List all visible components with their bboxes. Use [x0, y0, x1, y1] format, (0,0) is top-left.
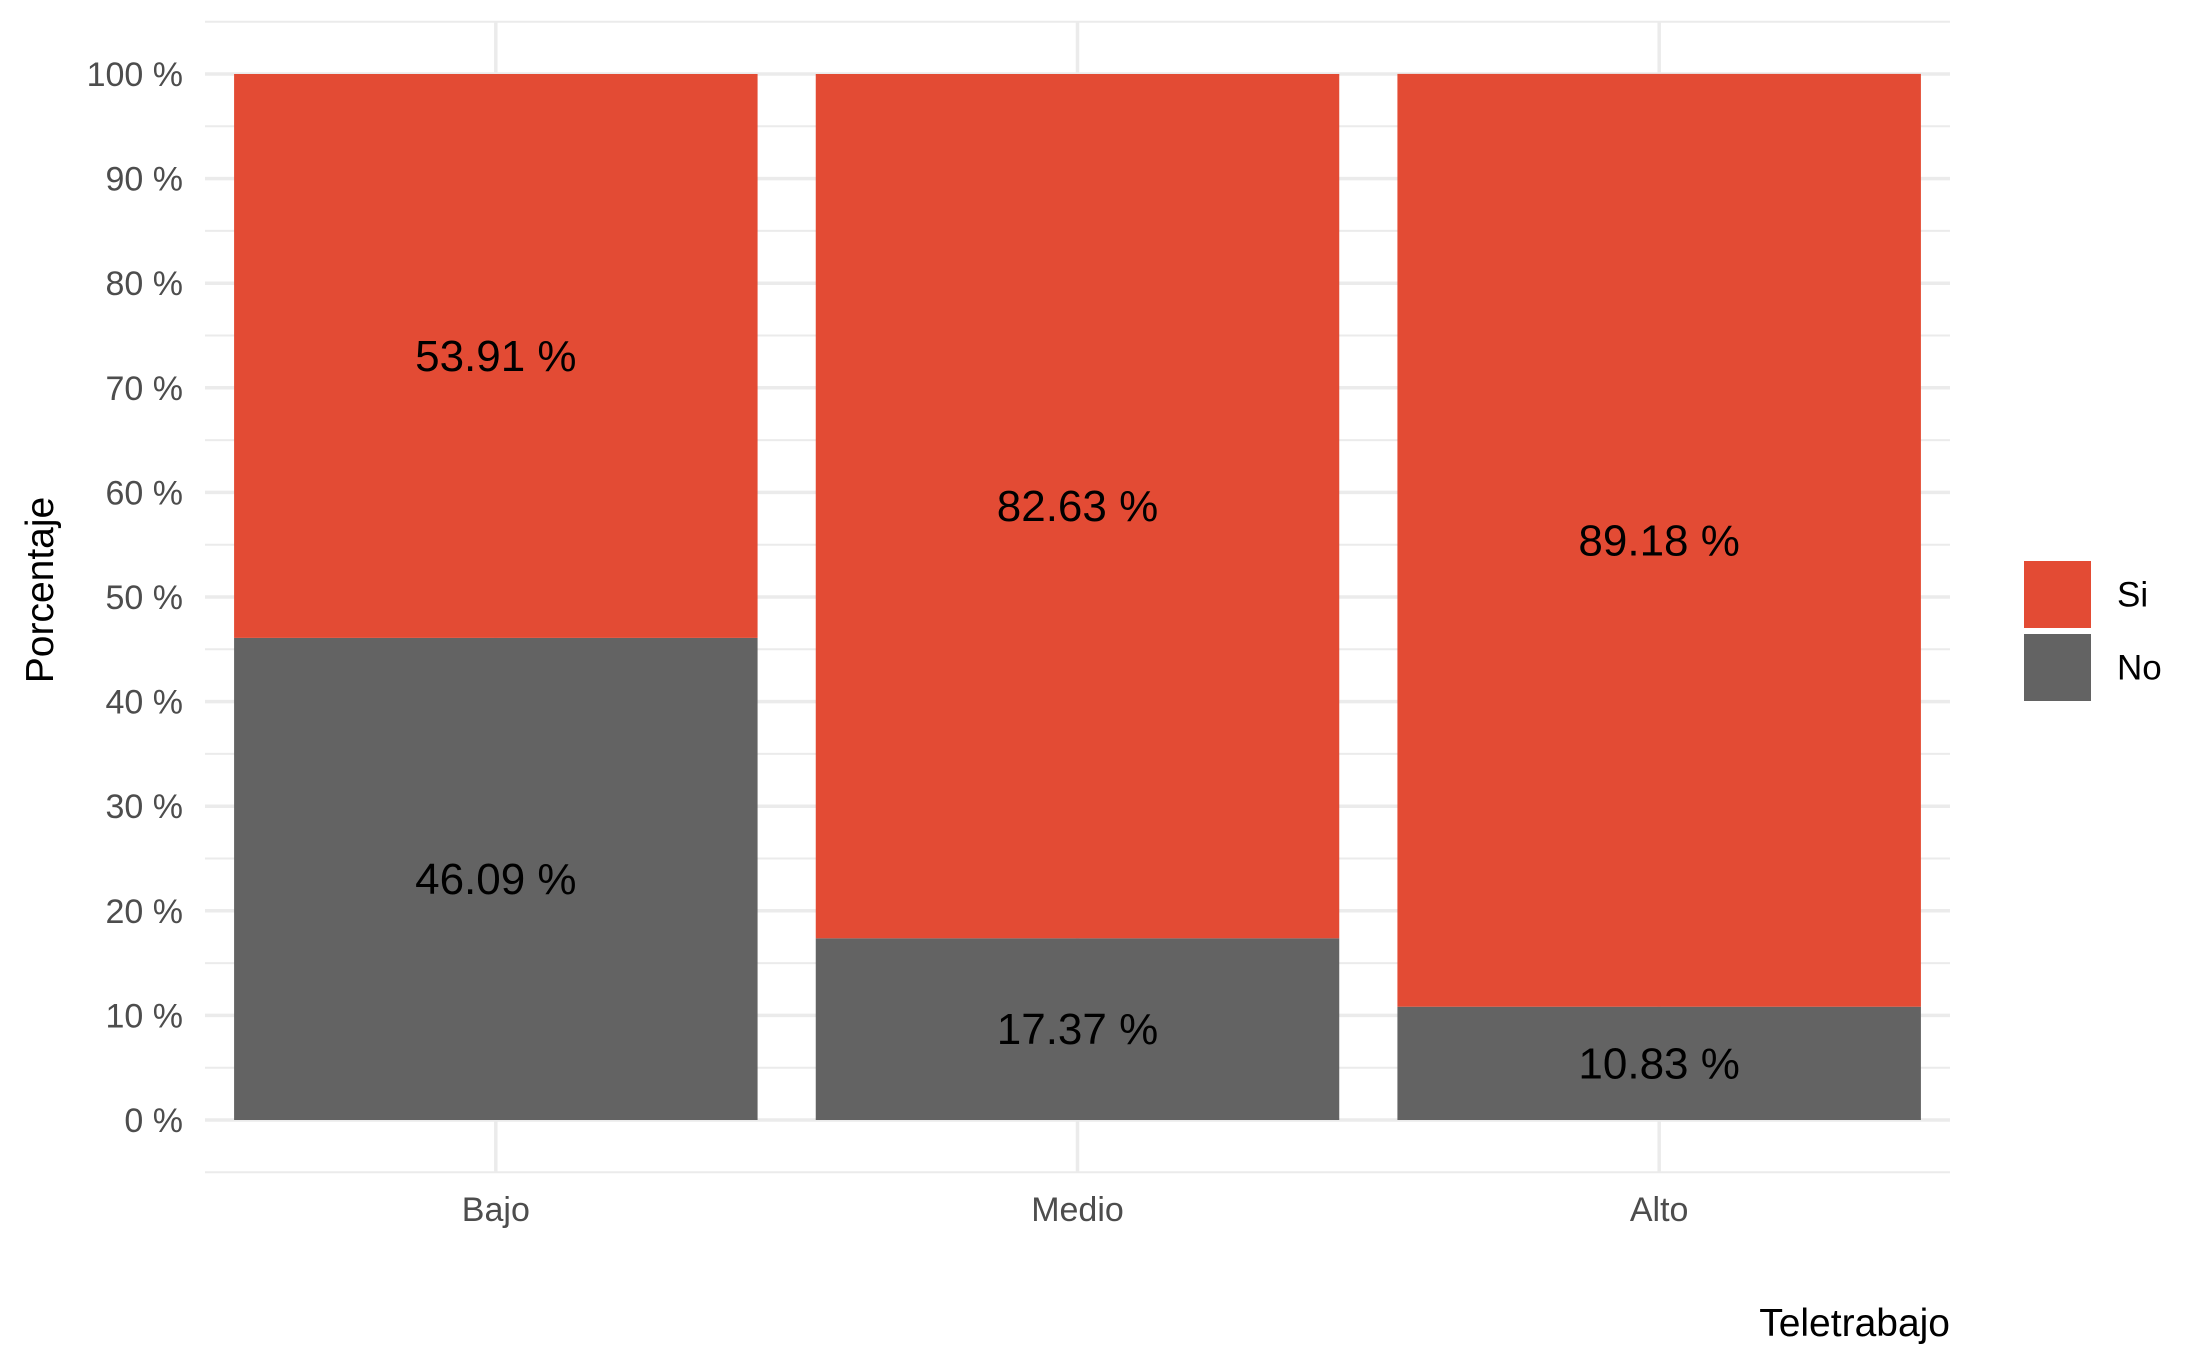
data-labels: 46.09 % 53.91 % 17.37 % 82.63 % 10.83 % 89.18… [415, 332, 1740, 1088]
y-axis: 0 % 10 % 20 % 30 % 40 % 50 % 60 % 70 % 80 % 90 % 1… [87, 56, 183, 1140]
bar-no-medio [815, 938, 1340, 1120]
y-axis-title: Porcentaje [19, 497, 62, 683]
x-tick-label-alto: Alto [1630, 1191, 1689, 1229]
bar-si-alto [1397, 73, 1921, 1007]
legend-key-si [2024, 561, 2091, 628]
x-tick-label-bajo: Bajo [462, 1191, 530, 1229]
x-axis-title: Teletrabajo [1759, 1302, 1950, 1345]
bar-no-alto [1397, 1006, 1921, 1120]
x-axis: Bajo Medio Alto [462, 1191, 1689, 1229]
legend-key-no [2024, 634, 2091, 701]
y-tick-label: 60 % [106, 474, 184, 512]
data-label-si-medio: 82.63 % [997, 482, 1158, 531]
y-tick-label: 100 % [87, 56, 183, 94]
data-label-no-bajo: 46.09 % [415, 855, 576, 904]
y-tick-label: 30 % [106, 788, 184, 826]
legend: Si No [2024, 561, 2162, 701]
y-tick-label: 0 % [124, 1102, 183, 1140]
bar-si-medio [815, 74, 1340, 939]
bar-si-bajo [234, 74, 758, 638]
y-tick-label: 70 % [106, 370, 184, 408]
data-label-no-medio: 17.37 % [997, 1005, 1158, 1054]
y-tick-label: 10 % [106, 997, 184, 1035]
data-label-si-bajo: 53.91 % [415, 332, 576, 381]
bars [234, 73, 1921, 1120]
y-tick-label: 20 % [106, 893, 184, 931]
legend-label-si: Si [2117, 576, 2148, 615]
data-label-si-alto: 89.18 % [1578, 516, 1739, 565]
y-tick-label: 90 % [106, 161, 184, 199]
bar-no-bajo [234, 637, 758, 1120]
y-tick-label: 40 % [106, 684, 184, 722]
y-tick-label: 80 % [106, 265, 184, 303]
legend-label-no: No [2117, 649, 2162, 688]
data-label-no-alto: 10.83 % [1578, 1039, 1739, 1088]
x-tick-label-medio: Medio [1031, 1191, 1124, 1229]
y-tick-label: 50 % [106, 579, 184, 617]
